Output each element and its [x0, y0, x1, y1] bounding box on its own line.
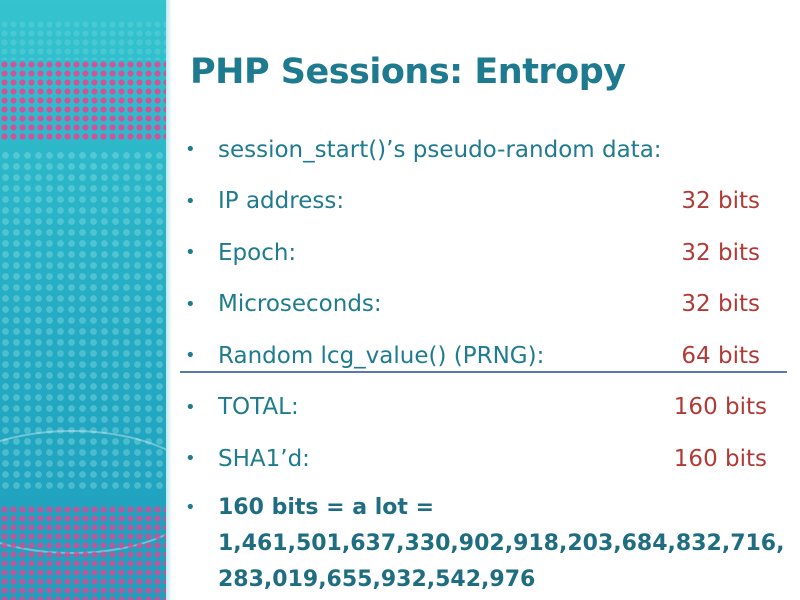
bullet-icon: • [185, 448, 196, 470]
bit-count: 32 bits [681, 291, 760, 318]
bit-count: 32 bits [681, 239, 760, 266]
bullet-list: • session_start()’s pseudo-random data: … [185, 124, 785, 598]
total-divider [180, 371, 787, 373]
decorative-dots [0, 60, 172, 140]
list-item: • Epoch: 32 bits [185, 227, 785, 279]
bullet-icon: • [185, 496, 196, 518]
decorative-dots [0, 505, 172, 600]
list-item-label: TOTAL: [218, 394, 299, 421]
list-item: • session_start()’s pseudo-random data: [185, 124, 785, 176]
summary-line: 160 bits = a lot = [218, 494, 435, 520]
list-item: • TOTAL: 160 bits [185, 382, 785, 434]
summary-number-line: 283,019,655,932,542,976 [218, 566, 536, 592]
bullet-icon: • [185, 139, 196, 161]
bullet-icon: • [185, 293, 196, 315]
list-item: • 160 bits = a lot = 1,461,501,637,330,9… [185, 485, 785, 598]
list-item: • Random lcg_value() (PRNG): 64 bits [185, 330, 785, 382]
list-item-label: SHA1’d: [218, 445, 310, 472]
list-item: • SHA1’d: 160 bits [185, 433, 785, 485]
list-item: • IP address: 32 bits [185, 176, 785, 228]
list-item-label: session_start()’s pseudo-random data: [218, 136, 662, 163]
decorative-dots [0, 20, 172, 60]
bullet-icon: • [185, 190, 196, 212]
list-item-label: Epoch: [218, 239, 297, 266]
list-item-label: IP address: [218, 188, 345, 215]
bit-count: 160 bits [673, 445, 767, 472]
slide-title: PHP Sessions: Entropy [190, 52, 626, 92]
bit-count: 32 bits [681, 188, 760, 215]
bit-count: 160 bits [673, 394, 767, 421]
summary-number-line: 1,461,501,637,330,902,918,203,684,832,71… [218, 530, 785, 556]
bullet-icon: • [185, 396, 196, 418]
list-item-label: Microseconds: [218, 291, 382, 318]
entropy-summary: 160 bits = a lot = 1,461,501,637,330,902… [218, 490, 785, 598]
bit-count: 64 bits [681, 342, 760, 369]
bullet-icon: • [185, 345, 196, 367]
bullet-icon: • [185, 242, 196, 264]
list-item: • Microseconds: 32 bits [185, 279, 785, 331]
decorative-side-band [0, 0, 172, 600]
list-item-label: Random lcg_value() (PRNG): [218, 342, 545, 369]
